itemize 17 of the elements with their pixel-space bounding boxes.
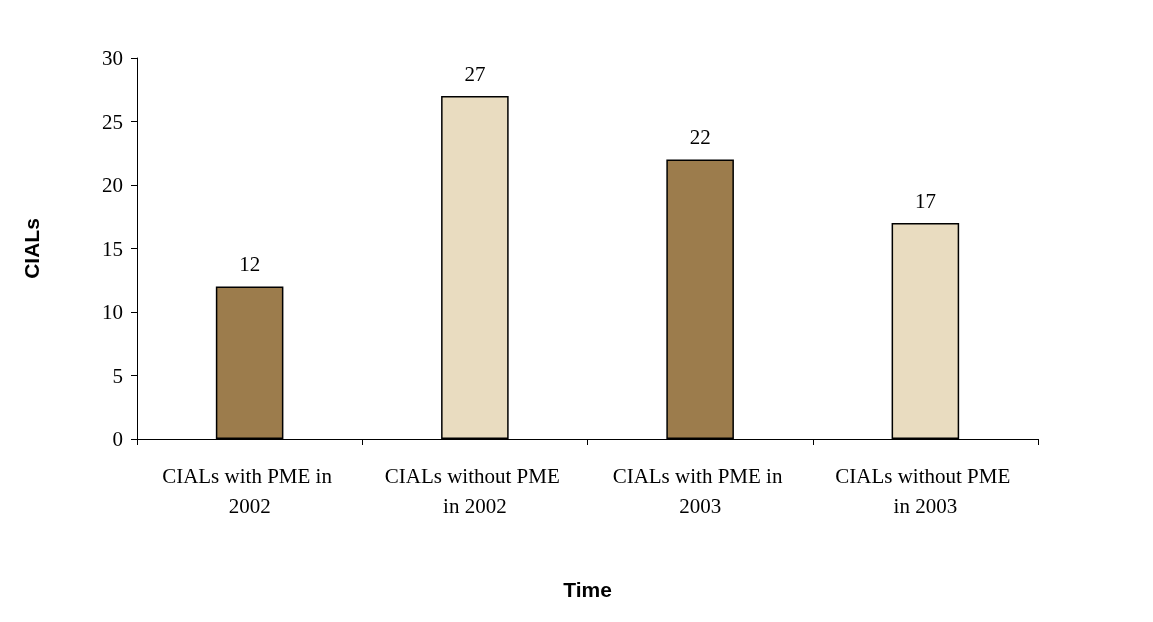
data-label: 12 [239,252,261,277]
y-tick-label: 30 [102,46,123,70]
y-tick-label: 20 [102,173,123,197]
x-tick-label: CIALs without PME in 2002 [384,464,566,518]
x-axis-title: Time [563,578,612,601]
x-tick-label: CIALs with PME in 2002 [162,464,338,518]
data-label: 17 [914,188,936,213]
y-axis-title: CIALs [20,218,43,279]
x-tick-label: CIALs without PME in 2003 [835,464,1016,518]
x-tick-label: CIALs with PME in 2003 [612,464,788,518]
y-tick-label: 15 [102,236,123,261]
y-tick-label: 5 [112,363,123,388]
y-tick-label: 25 [102,109,123,134]
data-label: 22 [689,125,711,150]
data-label: 27 [464,61,486,86]
y-tick-label: 0 [112,427,123,451]
y-tick-label: 10 [102,300,123,324]
